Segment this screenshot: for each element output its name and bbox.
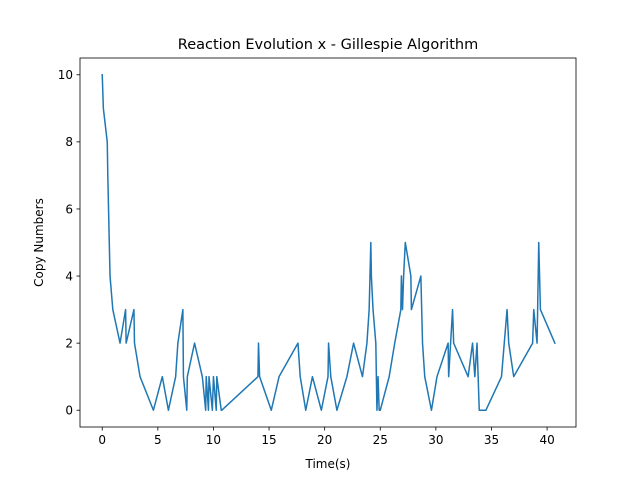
x-axis-label: Time(s) [305, 457, 351, 471]
axes-frame [79, 57, 577, 428]
y-axis-ticks: 0 2 4 6 8 10 [58, 68, 80, 418]
y-tick-label: 4 [65, 269, 73, 283]
y-axis-label: Copy Numbers [32, 198, 46, 287]
y-tick-label: 6 [65, 202, 73, 216]
x-tick-label: 15 [261, 433, 276, 447]
x-axis-ticks: 0 5 10 15 20 25 30 35 40 [98, 427, 555, 447]
y-tick-label: 8 [65, 135, 73, 149]
x-tick-label: 10 [206, 433, 221, 447]
x-tick-label: 25 [373, 433, 388, 447]
series-line-0 [101, 73, 556, 411]
x-tick-label: 20 [317, 433, 332, 447]
axes-layer [79, 57, 577, 428]
y-tick-label: 0 [65, 404, 73, 418]
y-tick-label: 10 [58, 68, 73, 82]
chart-title: Reaction Evolution x - Gillespie Algorit… [178, 37, 478, 53]
x-tick-label: 40 [539, 433, 554, 447]
x-tick-label: 0 [98, 433, 106, 447]
y-tick-label: 2 [65, 336, 73, 350]
series-layer [101, 73, 556, 411]
x-tick-label: 35 [484, 433, 499, 447]
x-tick-label: 5 [154, 433, 162, 447]
x-tick-label: 30 [428, 433, 443, 447]
